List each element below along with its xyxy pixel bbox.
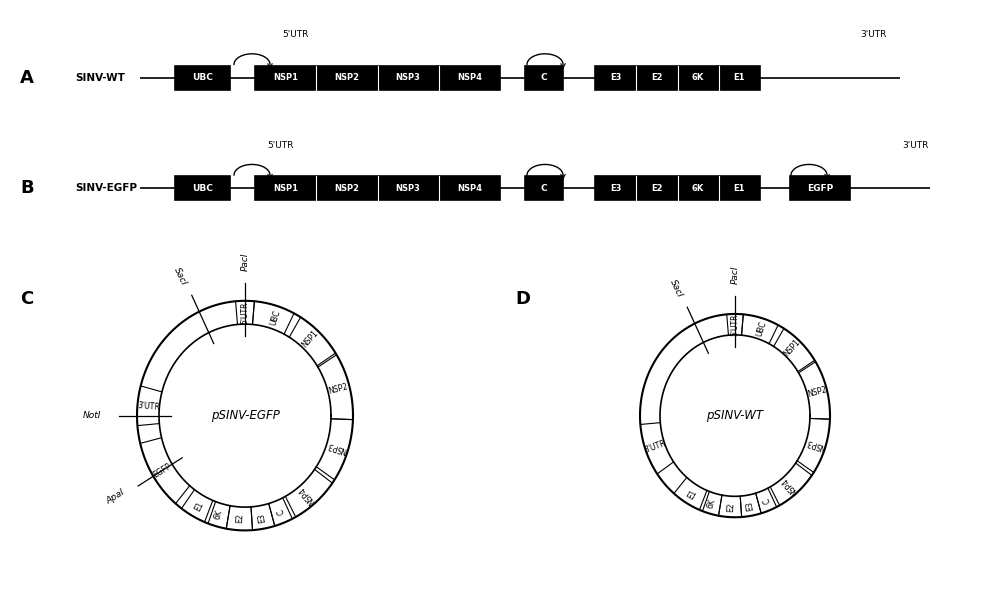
- Text: E1: E1: [734, 184, 745, 193]
- Text: E2: E2: [651, 73, 663, 83]
- Text: UBC: UBC: [192, 73, 213, 83]
- Text: 6K: 6K: [692, 184, 704, 193]
- Text: 6K: 6K: [706, 498, 717, 509]
- Text: E1: E1: [193, 501, 206, 513]
- Text: NSP3: NSP3: [805, 437, 827, 451]
- Bar: [525, 176, 563, 200]
- Text: C: C: [762, 496, 772, 504]
- Text: E3: E3: [610, 73, 621, 83]
- Text: PacI: PacI: [240, 253, 250, 271]
- Text: 5'UTR: 5'UTR: [730, 313, 740, 335]
- Text: NSP3: NSP3: [326, 440, 348, 455]
- Text: ApaI: ApaI: [104, 488, 126, 506]
- Text: 6K: 6K: [213, 509, 224, 521]
- Text: A: A: [20, 69, 34, 87]
- Text: pSINV-WT: pSINV-WT: [706, 409, 764, 422]
- Text: PacI: PacI: [730, 266, 740, 284]
- Text: SINV-WT: SINV-WT: [75, 73, 125, 83]
- Text: SINV-EGFP: SINV-EGFP: [75, 184, 137, 193]
- Text: E3: E3: [744, 500, 755, 511]
- Text: SacI: SacI: [668, 278, 684, 299]
- Text: E2: E2: [726, 502, 735, 512]
- Text: NSP2: NSP2: [806, 385, 828, 399]
- Text: C: C: [541, 73, 547, 83]
- Text: NSP4: NSP4: [780, 475, 800, 496]
- Text: NSP1: NSP1: [273, 184, 298, 193]
- Text: NSP4: NSP4: [457, 73, 482, 83]
- Text: C: C: [276, 507, 286, 515]
- Text: UBC: UBC: [755, 320, 768, 338]
- Text: 3'UTR: 3'UTR: [137, 401, 160, 412]
- Text: E2: E2: [651, 184, 663, 193]
- Text: 5'UTR: 5'UTR: [267, 141, 293, 150]
- Text: NSP4: NSP4: [297, 484, 317, 505]
- Text: E3: E3: [257, 512, 267, 523]
- Bar: [525, 66, 563, 90]
- Text: 5'UTR: 5'UTR: [240, 301, 250, 324]
- Bar: [255, 176, 500, 200]
- Text: E1: E1: [734, 73, 745, 83]
- Text: NSP3: NSP3: [396, 184, 421, 193]
- Text: E1: E1: [686, 488, 699, 501]
- Text: pSINV-EGFP: pSINV-EGFP: [211, 409, 279, 422]
- Text: NSP1: NSP1: [273, 73, 298, 83]
- Text: SacI: SacI: [172, 266, 188, 287]
- Text: NSP2: NSP2: [334, 73, 359, 83]
- Text: E3: E3: [610, 184, 621, 193]
- Text: 6K: 6K: [692, 73, 704, 83]
- Text: NotI: NotI: [83, 411, 101, 420]
- Text: NSP1: NSP1: [300, 328, 320, 349]
- Text: 3'UTR: 3'UTR: [902, 141, 928, 150]
- Text: NSP2: NSP2: [328, 382, 349, 396]
- Text: D: D: [515, 290, 530, 308]
- Bar: [595, 176, 760, 200]
- Text: 3'UTR: 3'UTR: [643, 439, 667, 455]
- Text: 3'UTR: 3'UTR: [860, 30, 886, 39]
- Bar: [255, 66, 500, 90]
- Text: EGFP: EGFP: [807, 184, 833, 193]
- Text: NSP1: NSP1: [782, 337, 802, 358]
- Bar: [595, 66, 760, 90]
- Text: EGFP: EGFP: [152, 461, 173, 479]
- Text: UBC: UBC: [268, 309, 282, 327]
- Text: 5'UTR: 5'UTR: [282, 30, 308, 39]
- Bar: [175, 176, 230, 200]
- Text: UBC: UBC: [192, 184, 213, 193]
- Text: NSP2: NSP2: [334, 184, 359, 193]
- Text: B: B: [20, 179, 34, 197]
- Text: NSP4: NSP4: [457, 184, 482, 193]
- Bar: [790, 176, 850, 200]
- Text: NSP3: NSP3: [396, 73, 421, 83]
- Text: E2: E2: [235, 514, 245, 524]
- Bar: [175, 66, 230, 90]
- Text: C: C: [541, 184, 547, 193]
- Text: C: C: [20, 290, 33, 308]
